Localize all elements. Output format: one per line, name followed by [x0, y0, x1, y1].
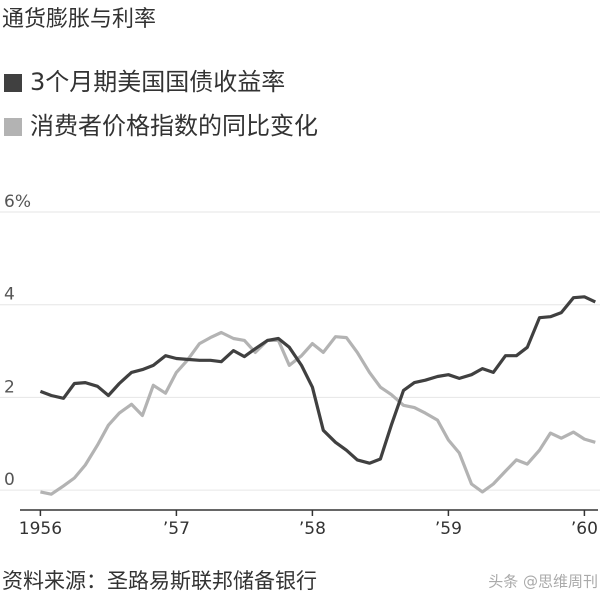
series-line [39, 295, 596, 465]
x-tick-label: ’60 [571, 519, 598, 539]
x-tick-label: ’57 [163, 519, 190, 539]
legend-swatch [4, 118, 22, 136]
x-tick-label: 1956 [19, 519, 62, 539]
legend-label: 消费者价格指数的同比变化 [30, 112, 318, 140]
y-tick-label: 6% [4, 192, 31, 212]
series-line [40, 330, 596, 496]
x-tick-label: ’58 [299, 519, 326, 539]
x-tick-label: ’59 [435, 519, 462, 539]
y-tick-label: 4 [4, 285, 15, 305]
y-tick-label: 0 [4, 470, 15, 490]
chart-title: 通货膨胀与利率 [2, 7, 156, 32]
source: 资料来源：圣路易斯联邦储备银行 [2, 569, 317, 593]
legend-label: 3个月期美国国债收益率 [30, 68, 285, 96]
y-tick-label: 2 [4, 377, 15, 397]
watermark: 头条 @思维周刊 [488, 573, 598, 591]
legend-swatch [4, 74, 22, 92]
